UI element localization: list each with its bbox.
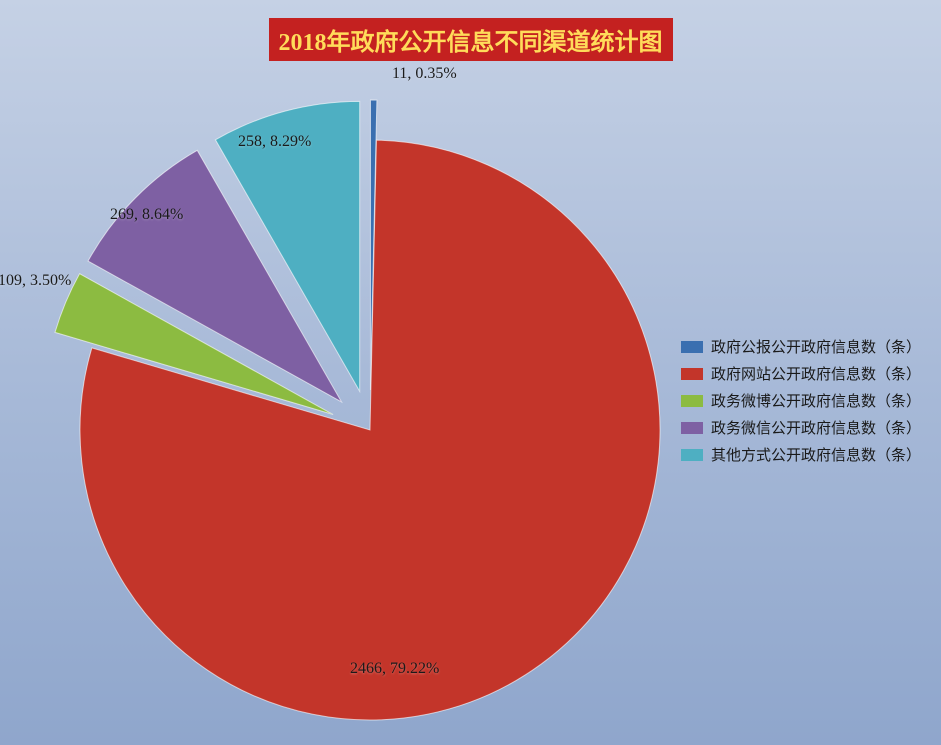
legend-label: 其他方式公开政府信息数（条） [711,444,921,465]
legend-swatch [681,368,703,380]
legend-item: 政府网站公开政府信息数（条） [681,363,921,384]
pie-svg [0,60,740,745]
pie-chart: 11, 0.35% 2466, 79.22% 109, 3.50% 269, 8.64… [0,60,700,740]
slice-label: 2466, 79.22% [350,660,439,678]
legend-label: 政务微信公开政府信息数（条） [711,417,921,438]
legend-swatch [681,395,703,407]
legend-swatch [681,422,703,434]
legend-item: 政务微博公开政府信息数（条） [681,390,921,411]
legend-label: 政务微博公开政府信息数（条） [711,390,921,411]
legend-swatch [681,341,703,353]
slice-label: 269, 8.64% [110,206,183,224]
legend-item: 其他方式公开政府信息数（条） [681,444,921,465]
legend-swatch [681,449,703,461]
legend-label: 政府网站公开政府信息数（条） [711,363,921,384]
legend: 政府公报公开政府信息数（条） 政府网站公开政府信息数（条） 政务微博公开政府信息数（… [681,330,921,471]
slice-label: 11, 0.35% [392,65,457,83]
slice-label: 109, 3.50% [0,272,71,290]
legend-item: 政府公报公开政府信息数（条） [681,336,921,357]
chart-title: 2018年政府公开信息不同渠道统计图 [269,18,673,61]
legend-label: 政府公报公开政府信息数（条） [711,336,921,357]
legend-item: 政务微信公开政府信息数（条） [681,417,921,438]
slice-label: 258, 8.29% [238,133,311,151]
